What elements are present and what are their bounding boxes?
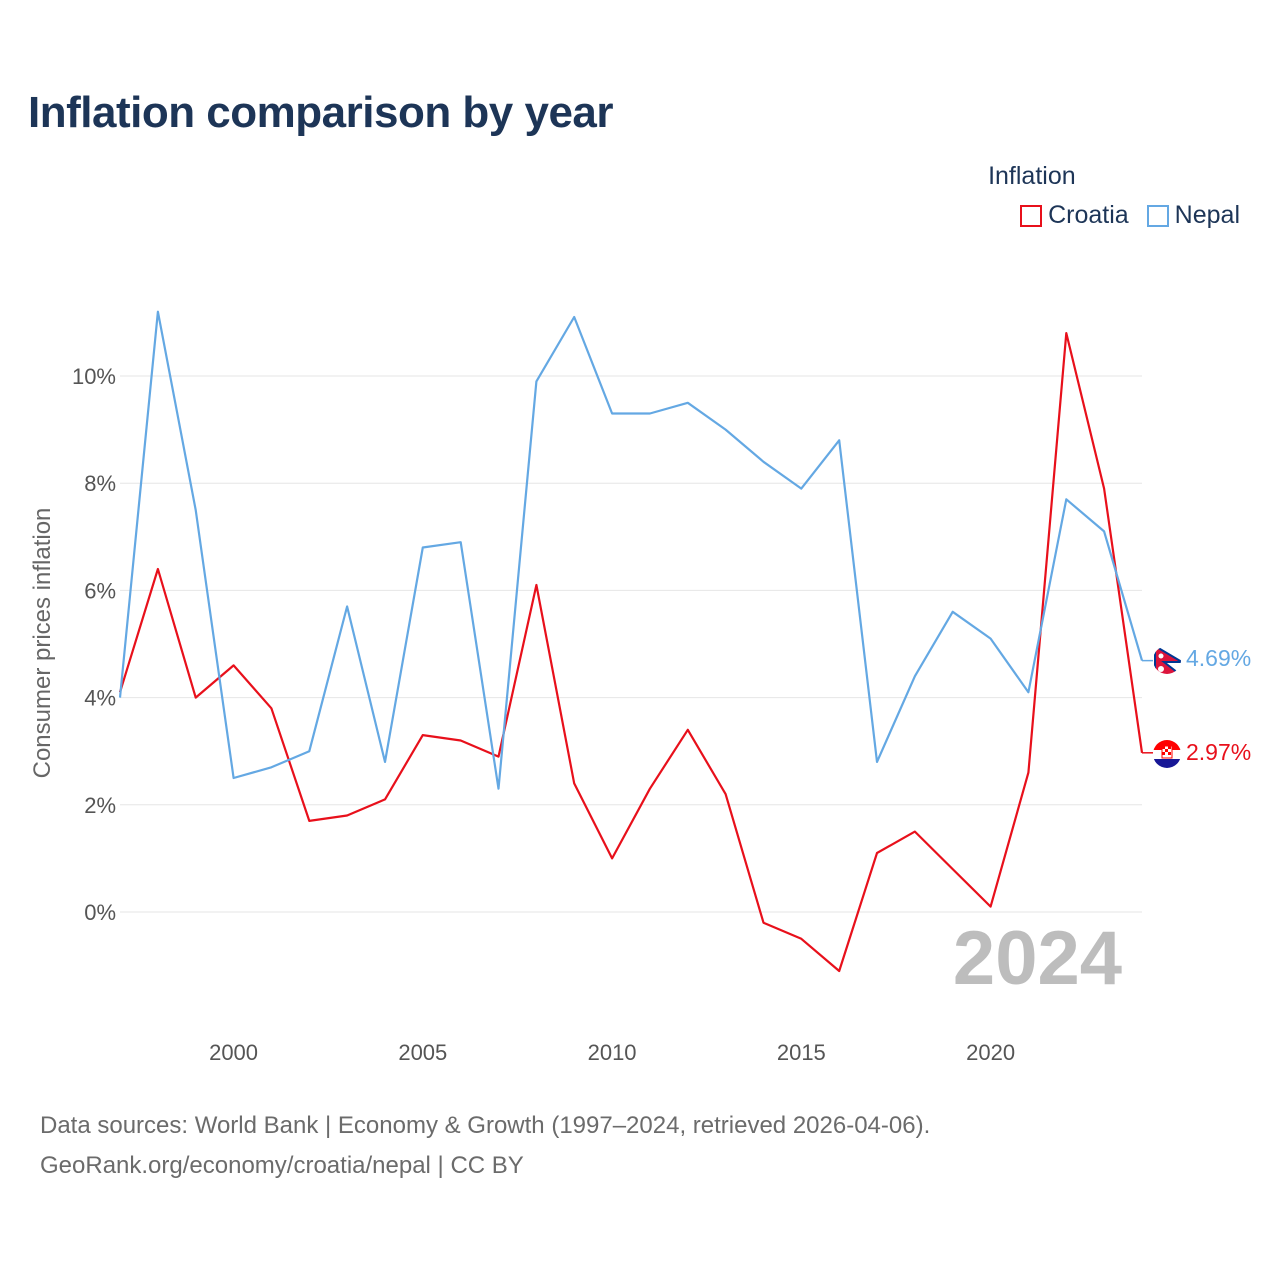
year-watermark: 2024	[953, 916, 1122, 1001]
y-axis-label: Consumer prices inflation	[29, 508, 56, 779]
line-chart: 0% 2% 4% 6% 8% 10% 2000 2005 2010 2015 2020 Consu…	[29, 310, 1251, 1065]
series-line-nepal[interactable]	[118, 310, 1144, 790]
legend: Inflation Croatia Nepal	[988, 162, 1240, 230]
croatia-flag-icon	[1153, 740, 1181, 768]
legend-label-croatia: Croatia	[1048, 201, 1129, 229]
y-tick-label: 6%	[84, 578, 116, 603]
end-label-nepal: 4.69%	[1186, 645, 1251, 671]
chart-title: Inflation comparison by year	[28, 88, 614, 137]
x-tick-label: 2015	[777, 1040, 826, 1065]
series-line-croatia[interactable]	[118, 332, 1144, 973]
x-tick-label: 2010	[588, 1040, 637, 1065]
legend-item-croatia[interactable]: Croatia	[1020, 201, 1129, 230]
nepal-flag-icon	[1153, 646, 1181, 674]
x-tick-label: 2020	[966, 1040, 1015, 1065]
legend-label-nepal: Nepal	[1174, 201, 1240, 229]
y-tick-label: 0%	[84, 900, 116, 925]
legend-item-nepal[interactable]: Nepal	[1146, 201, 1240, 230]
y-tick-label: 4%	[84, 686, 116, 711]
legend-title: Inflation	[988, 162, 1076, 190]
footer-link: GeoRank.org/economy/croatia/nepal | CC B…	[40, 1152, 524, 1179]
legend-swatch-nepal	[1146, 204, 1169, 227]
y-tick-label: 8%	[84, 471, 116, 496]
legend-swatch-croatia	[1020, 204, 1043, 227]
y-tick-label: 2%	[84, 793, 116, 818]
y-tick-label: 10%	[72, 364, 116, 389]
x-tick-label: 2005	[398, 1040, 447, 1065]
footer-sources: Data sources: World Bank | Economy & Gro…	[40, 1112, 931, 1139]
footer: Data sources: World Bank | Economy & Gro…	[40, 1106, 930, 1186]
x-tick-label: 2000	[209, 1040, 258, 1065]
end-label-croatia: 2.97%	[1186, 739, 1251, 765]
